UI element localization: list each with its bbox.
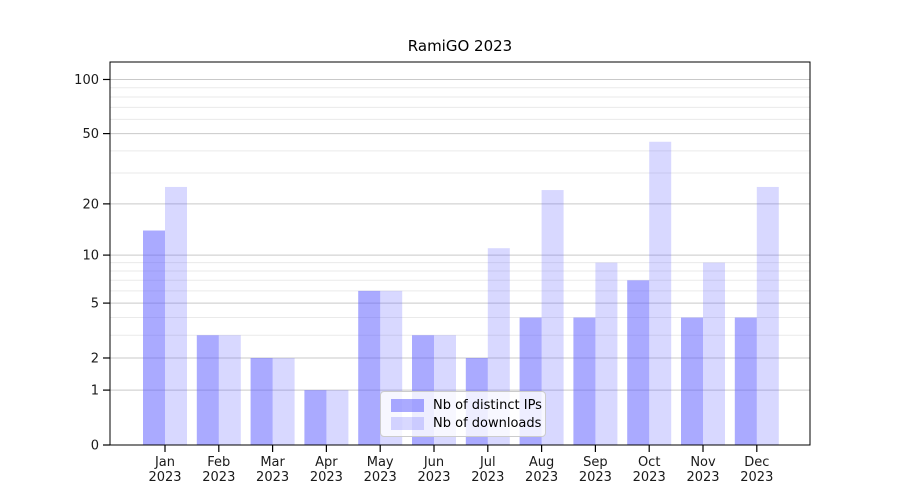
x-tick-label-month: Oct xyxy=(638,455,660,470)
legend-swatch-distinct-ips xyxy=(391,398,424,412)
bar-downloads-sep xyxy=(595,262,618,445)
x-tick-label-year: 2023 xyxy=(202,470,235,485)
plot-frame xyxy=(109,61,811,446)
x-tick-label-year: 2023 xyxy=(417,470,450,485)
legend-item-distinct-ips: Nb of distinct IPs xyxy=(391,397,542,413)
bar-downloads-jan xyxy=(165,186,187,446)
bar-distinct-ips-oct xyxy=(627,280,650,445)
x-tick-label-year: 2023 xyxy=(471,470,504,485)
bar-downloads-nov xyxy=(703,262,725,445)
x-tick-label-year: 2023 xyxy=(256,470,289,485)
x-tick-label-year: 2023 xyxy=(310,470,343,485)
bar-downloads-aug xyxy=(541,190,564,445)
y-tick-label: 0 xyxy=(91,439,99,454)
x-tick-label-year: 2023 xyxy=(633,470,666,485)
x-tick-label-month: Jun xyxy=(423,455,444,470)
x-tick-label-year: 2023 xyxy=(525,470,558,485)
chart-title: RamiGO 2023 xyxy=(407,37,513,55)
x-tick-label-year: 2023 xyxy=(686,470,719,485)
x-tick-label-month: Aug xyxy=(529,455,554,470)
x-tick-label-year: 2023 xyxy=(148,470,181,485)
bar-distinct-ips-jan xyxy=(143,230,165,445)
bar-downloads-oct xyxy=(649,141,672,445)
y-tick-label: 1 xyxy=(91,384,99,399)
y-tick-label: 5 xyxy=(91,297,99,312)
x-tick-label-month: Feb xyxy=(207,455,230,470)
legend-label-downloads: Nb of downloads xyxy=(433,415,542,431)
legend-item-downloads: Nb of downloads xyxy=(391,415,541,431)
bar-downloads-mar xyxy=(272,357,295,445)
bar-distinct-ips-apr xyxy=(304,390,327,445)
legend-label-distinct-ips: Nb of distinct IPs xyxy=(433,397,542,413)
y-tick-label: 2 xyxy=(91,351,99,366)
x-tick-label-month: Dec xyxy=(744,455,769,470)
x-tick-label-year: 2023 xyxy=(364,470,397,485)
bar-distinct-ips-may xyxy=(358,290,381,445)
x-tick-label-month: May xyxy=(367,455,394,470)
x-tick-label-month: Nov xyxy=(690,455,716,470)
bar-distinct-ips-dec xyxy=(734,317,757,445)
x-tick-label-month: Apr xyxy=(315,455,338,470)
bar-downloads-dec xyxy=(756,186,779,446)
y-tick-label: 10 xyxy=(82,249,99,264)
y-tick-label: 50 xyxy=(82,127,99,142)
bar-distinct-ips-mar xyxy=(250,357,273,445)
legend: Nb of distinct IPs Nb of downloads xyxy=(380,391,546,437)
x-tick-label-month: Jul xyxy=(479,455,496,470)
bar-distinct-ips-sep xyxy=(573,317,596,445)
y-tick-label: 20 xyxy=(82,197,99,212)
x-tick-label-month: Mar xyxy=(260,455,285,470)
bar-distinct-ips-feb xyxy=(196,335,219,445)
bar-distinct-ips-nov xyxy=(681,317,703,445)
x-tick-label-year: 2023 xyxy=(740,470,773,485)
x-tick-label-month: Sep xyxy=(583,455,608,470)
legend-swatch-downloads xyxy=(391,416,424,430)
bar-downloads-apr xyxy=(326,390,349,445)
bar-downloads-feb xyxy=(218,335,241,445)
x-tick-label-month: Jan xyxy=(154,455,175,470)
x-tick-label-year: 2023 xyxy=(579,470,612,485)
y-tick-label: 100 xyxy=(74,73,99,88)
